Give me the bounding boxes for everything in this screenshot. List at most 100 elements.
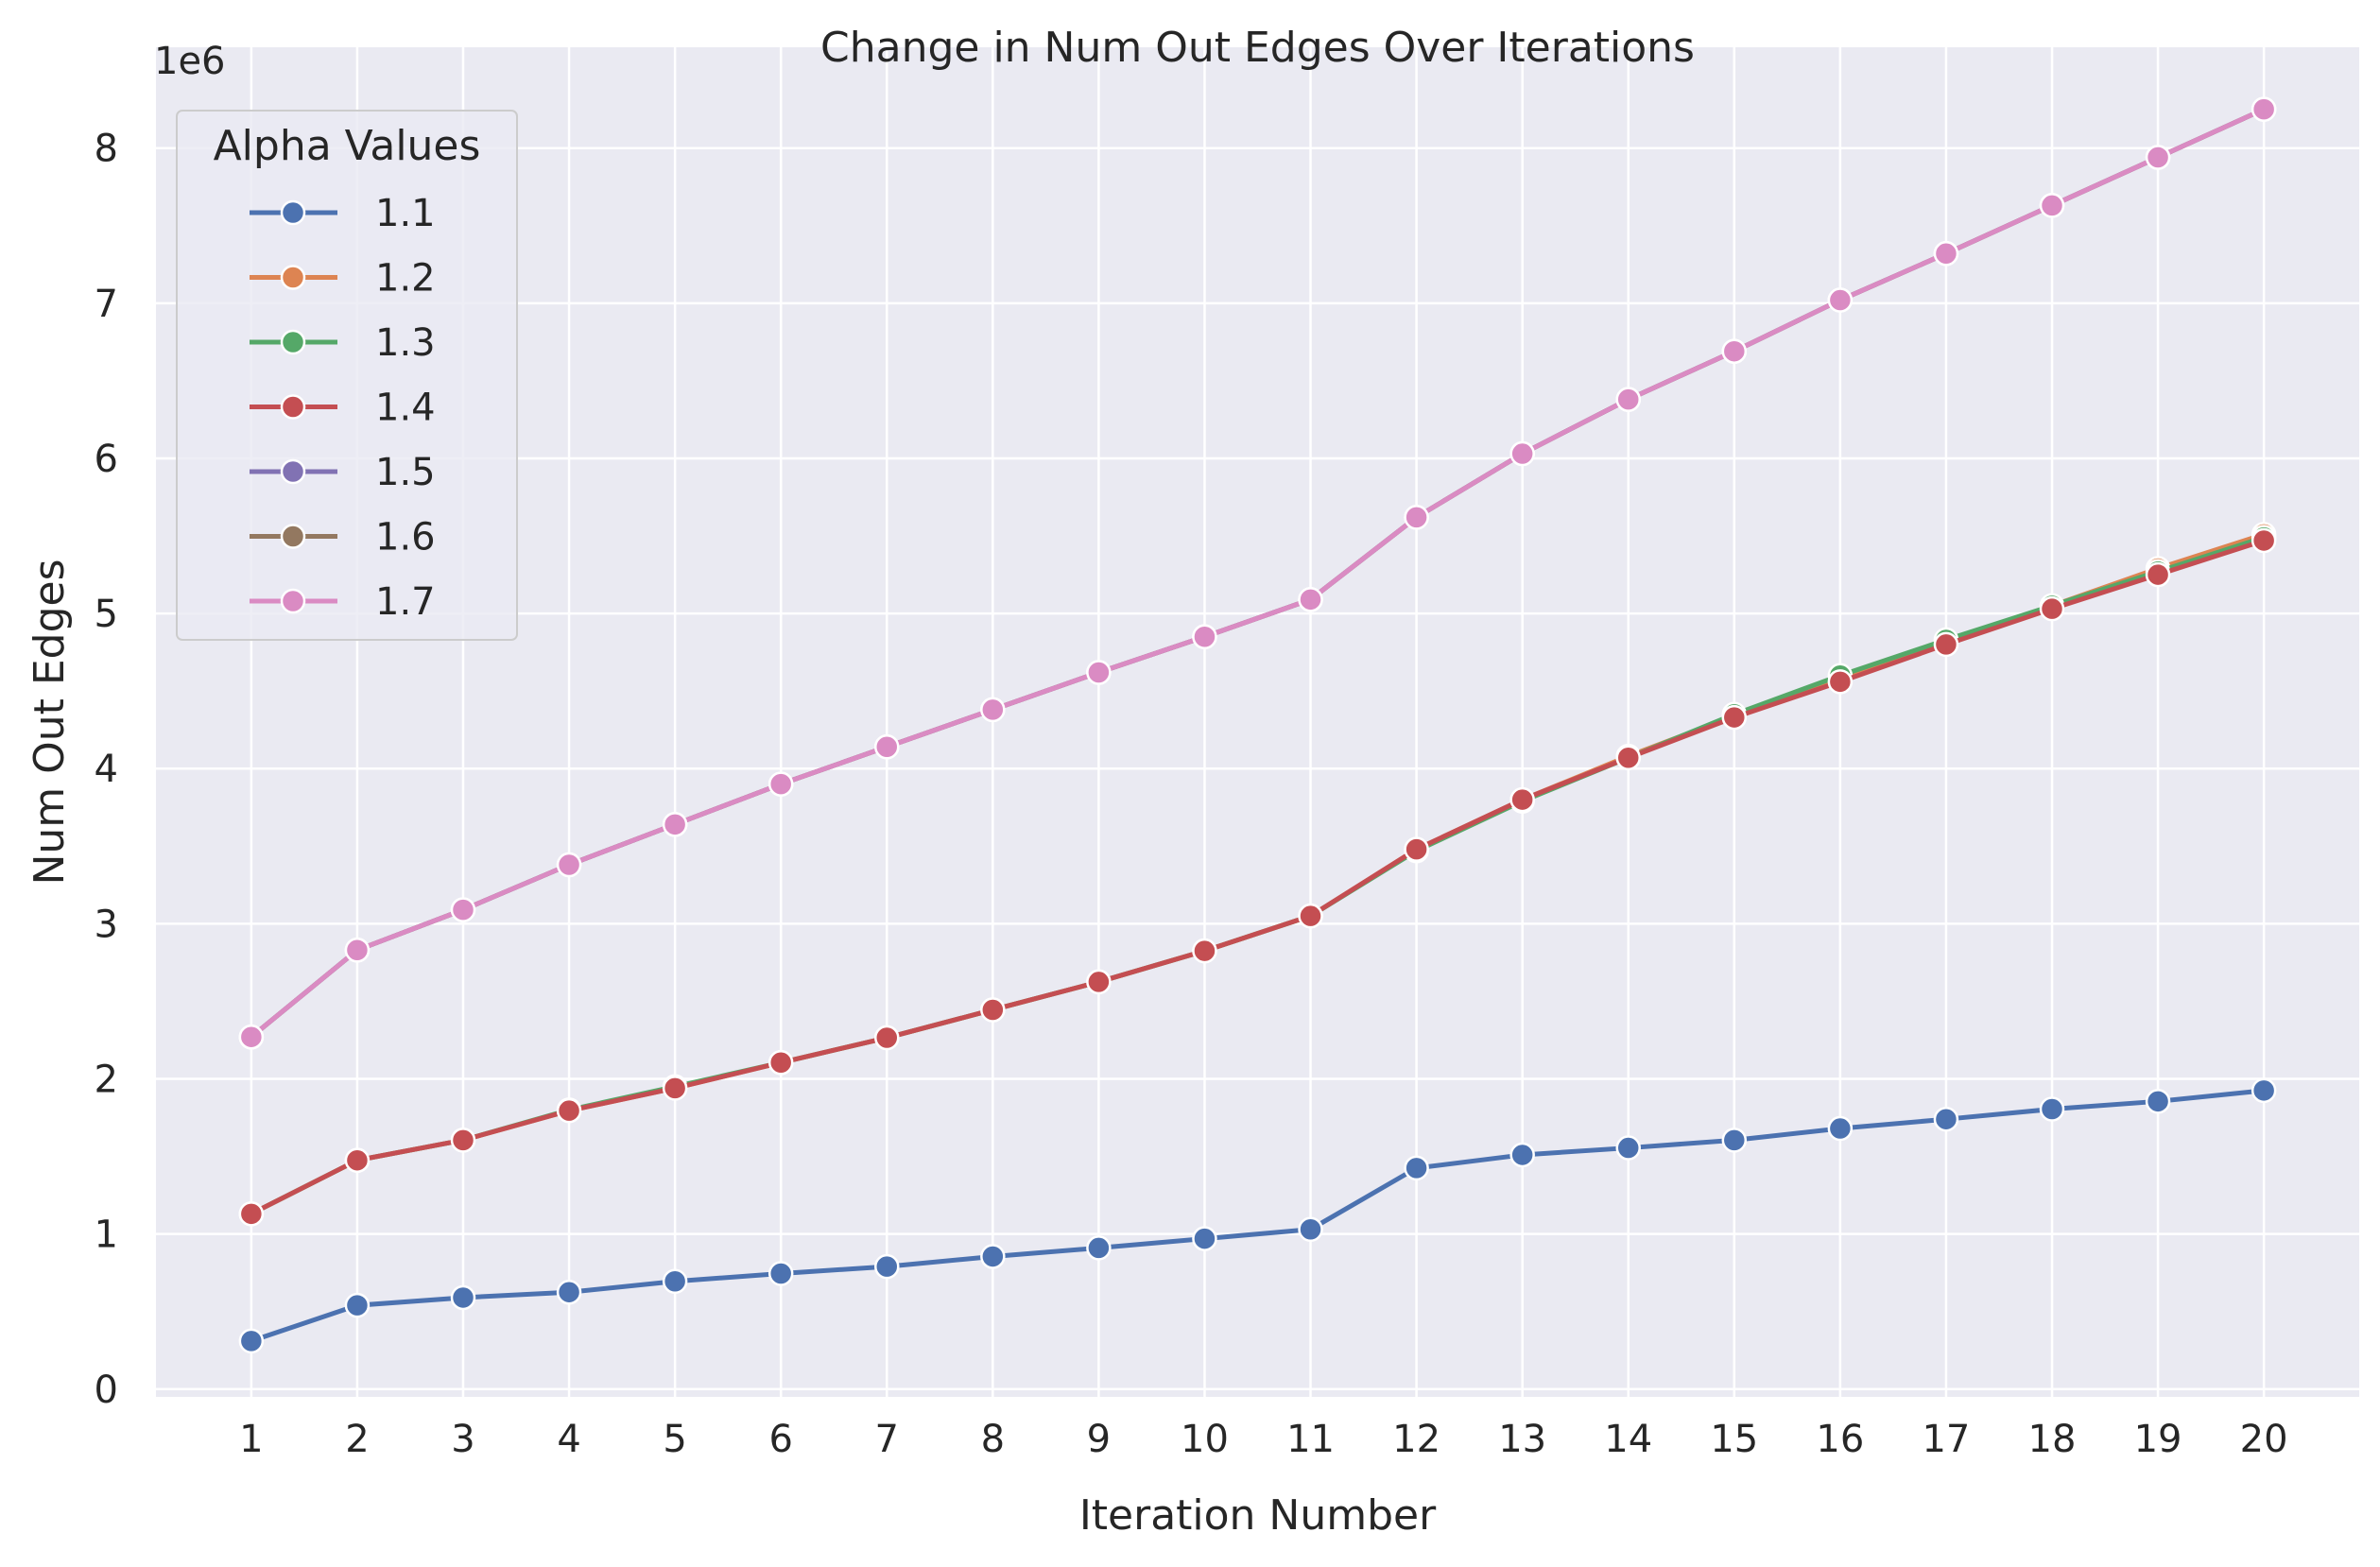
data-point bbox=[1721, 704, 1748, 731]
data-point bbox=[1192, 624, 1217, 649]
series-line bbox=[249, 1088, 2267, 1344]
data-point bbox=[1827, 287, 1854, 313]
legend-label: 1.4 bbox=[375, 387, 436, 430]
data-point bbox=[662, 1268, 688, 1294]
y-tick-label: 0 bbox=[95, 1369, 118, 1412]
legend-item: 1.2 bbox=[250, 257, 436, 301]
legend-marker bbox=[280, 199, 306, 226]
data-point bbox=[238, 1328, 265, 1354]
data-point bbox=[767, 1261, 794, 1286]
legend-label: 1.7 bbox=[375, 580, 436, 624]
x-tick-label: 15 bbox=[1710, 1418, 1758, 1461]
plot-area bbox=[156, 47, 2359, 1397]
x-axis-label: Iteration Number bbox=[1079, 1491, 1437, 1540]
data-point bbox=[1827, 669, 1854, 695]
data-point bbox=[1933, 1106, 1959, 1132]
data-point bbox=[1404, 1155, 1429, 1181]
x-tick-label: 6 bbox=[768, 1418, 792, 1461]
data-point bbox=[1721, 1128, 1748, 1153]
data-point bbox=[2145, 145, 2171, 170]
data-point bbox=[662, 1076, 688, 1101]
x-tick-label: 13 bbox=[1498, 1418, 1546, 1461]
data-point bbox=[1192, 1226, 1217, 1251]
data-point bbox=[1933, 241, 1959, 267]
data-point bbox=[1615, 387, 1641, 412]
x-tick-label: 16 bbox=[1816, 1418, 1864, 1461]
data-point bbox=[662, 812, 688, 837]
x-tick-label: 4 bbox=[557, 1418, 580, 1461]
legend-marker bbox=[280, 265, 306, 290]
data-point bbox=[1086, 1235, 1112, 1261]
data-point bbox=[980, 697, 1006, 723]
data-point bbox=[2039, 595, 2065, 622]
data-point bbox=[450, 1284, 476, 1311]
x-tick-label: 11 bbox=[1286, 1418, 1335, 1461]
legend-marker bbox=[280, 588, 306, 614]
data-point bbox=[556, 1279, 582, 1305]
data-point bbox=[1298, 587, 1323, 612]
data-point bbox=[1404, 505, 1429, 530]
legend-item: 1.5 bbox=[250, 451, 436, 494]
x-tick-label: 18 bbox=[2028, 1418, 2077, 1461]
legend-marker bbox=[280, 394, 306, 420]
x-tick-label: 5 bbox=[663, 1418, 686, 1461]
x-tick-label: 7 bbox=[875, 1418, 899, 1461]
data-point bbox=[1509, 440, 1535, 467]
data-point bbox=[874, 1253, 900, 1280]
y-tick-label: 6 bbox=[95, 438, 118, 481]
data-point bbox=[1086, 660, 1112, 685]
data-point bbox=[874, 1025, 900, 1051]
legend-items: 1.1 1.2 1.3 1.4 1.5 1.6 1.7 bbox=[250, 192, 436, 624]
legend-label: 1.5 bbox=[375, 451, 436, 494]
y-axis-ticks: 0 1 2 3 4 5 6 7 8 bbox=[95, 128, 118, 1412]
data-point bbox=[2039, 1096, 2065, 1122]
data-point bbox=[980, 997, 1006, 1023]
y-tick-label: 4 bbox=[95, 748, 118, 791]
legend-marker bbox=[280, 524, 306, 549]
data-point bbox=[238, 1024, 265, 1050]
legend-marker bbox=[280, 329, 306, 355]
data-point bbox=[874, 734, 900, 760]
data-point bbox=[1827, 1115, 1854, 1142]
data-point bbox=[1298, 903, 1323, 929]
y-tick-label: 5 bbox=[95, 593, 118, 636]
series-line bbox=[249, 107, 2267, 1040]
data-point bbox=[1509, 786, 1535, 813]
data-point bbox=[1086, 969, 1112, 995]
data-point bbox=[767, 1050, 794, 1076]
data-point bbox=[344, 1147, 371, 1173]
x-tick-label: 17 bbox=[1922, 1418, 1970, 1461]
legend-item: 1.7 bbox=[250, 580, 436, 624]
data-point bbox=[556, 852, 582, 878]
data-point bbox=[238, 1201, 265, 1227]
legend-label: 1.2 bbox=[375, 257, 436, 301]
y-tick-label: 7 bbox=[95, 283, 118, 326]
legend-item: 1.3 bbox=[250, 321, 436, 365]
x-tick-label: 8 bbox=[981, 1418, 1005, 1461]
series-line bbox=[249, 538, 2267, 1216]
data-point bbox=[1298, 1216, 1323, 1242]
data-point bbox=[2251, 96, 2277, 122]
data-point bbox=[450, 897, 476, 922]
data-point bbox=[1721, 338, 1748, 364]
legend-label: 1.1 bbox=[375, 192, 436, 235]
data-point bbox=[1192, 938, 1217, 964]
legend-item: 1.1 bbox=[250, 192, 436, 235]
data-point bbox=[556, 1097, 582, 1124]
x-tick-label: 1 bbox=[239, 1418, 263, 1461]
data-point bbox=[450, 1128, 476, 1153]
y-axis-offset-label: 1e6 bbox=[154, 40, 226, 83]
x-tick-label: 3 bbox=[451, 1418, 474, 1461]
y-tick-label: 3 bbox=[95, 903, 118, 946]
x-tick-label: 14 bbox=[1604, 1418, 1652, 1461]
x-tick-label: 20 bbox=[2240, 1418, 2288, 1461]
x-tick-label: 2 bbox=[345, 1418, 369, 1461]
legend-label: 1.6 bbox=[375, 516, 436, 560]
y-tick-label: 1 bbox=[95, 1214, 118, 1257]
data-point bbox=[980, 1244, 1006, 1269]
data-point bbox=[344, 1292, 371, 1318]
y-tick-label: 2 bbox=[95, 1059, 118, 1102]
data-point bbox=[1615, 1135, 1641, 1161]
x-axis-ticks: 1 2 3 4 5 6 7 8 9 10 11 12 13 14 15 16 17 18 19 20 bbox=[239, 1418, 2287, 1461]
